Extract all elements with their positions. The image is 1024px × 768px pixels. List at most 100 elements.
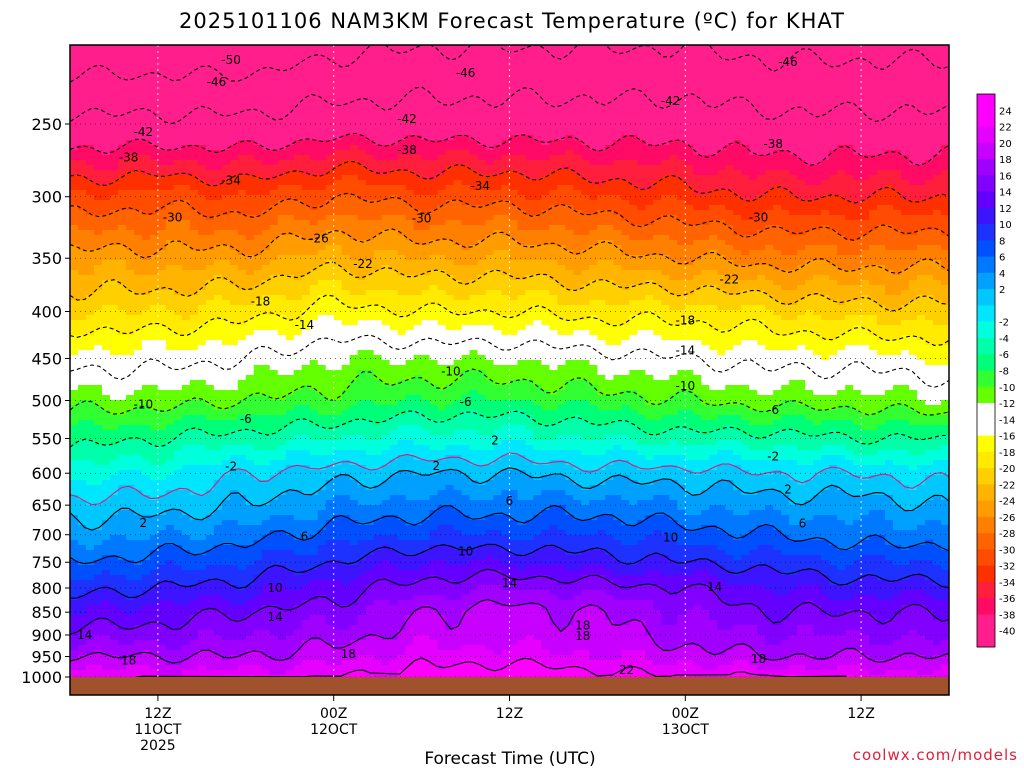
heatmap-cell bbox=[925, 195, 934, 201]
heatmap-cell bbox=[237, 110, 247, 116]
heatmap-cell bbox=[221, 50, 231, 56]
heatmap-cell bbox=[853, 60, 862, 66]
heatmap-cell bbox=[725, 55, 734, 61]
heatmap-cell bbox=[293, 65, 303, 71]
heatmap-cell bbox=[349, 200, 359, 206]
heatmap-cell bbox=[277, 165, 287, 171]
heatmap-cell bbox=[253, 205, 263, 211]
heatmap-cell bbox=[645, 140, 654, 146]
heatmap-cell bbox=[685, 195, 694, 201]
heatmap-cell bbox=[925, 125, 934, 131]
heatmap-cell bbox=[901, 140, 910, 146]
heatmap-cell bbox=[469, 125, 479, 131]
heatmap-cell bbox=[549, 100, 559, 106]
heatmap-cell bbox=[533, 165, 543, 171]
heatmap-cell bbox=[909, 125, 918, 131]
heatmap-cell bbox=[685, 105, 694, 111]
heatmap-cell bbox=[821, 205, 830, 211]
heatmap-cell bbox=[269, 45, 279, 51]
heatmap-cell bbox=[437, 205, 447, 211]
heatmap-cell bbox=[205, 225, 215, 231]
heatmap-cell bbox=[157, 100, 167, 106]
heatmap-cell bbox=[605, 150, 614, 156]
heatmap-cell bbox=[373, 195, 383, 201]
heatmap-cell bbox=[469, 65, 479, 71]
heatmap-cell bbox=[901, 55, 910, 61]
heatmap-cell bbox=[389, 210, 399, 216]
heatmap-cell bbox=[613, 75, 622, 81]
heatmap-cell bbox=[757, 245, 766, 251]
heatmap-cell bbox=[349, 170, 359, 176]
heatmap-cell bbox=[477, 125, 487, 131]
heatmap-cell bbox=[741, 155, 750, 161]
heatmap-cell bbox=[781, 55, 790, 61]
heatmap-cell bbox=[869, 70, 878, 76]
heatmap-cell bbox=[717, 70, 726, 76]
heatmap-cell bbox=[117, 190, 127, 196]
heatmap-cell bbox=[509, 95, 519, 101]
heatmap-cell bbox=[269, 90, 279, 96]
heatmap-cell bbox=[589, 255, 598, 261]
heatmap-cell bbox=[269, 195, 279, 201]
heatmap-cell bbox=[109, 170, 119, 176]
heatmap-cell bbox=[565, 65, 575, 71]
heatmap-cell bbox=[877, 130, 886, 136]
heatmap-cell bbox=[477, 160, 487, 166]
heatmap-cell bbox=[933, 100, 942, 106]
heatmap-cell bbox=[453, 175, 463, 181]
heatmap-cell bbox=[301, 190, 311, 196]
heatmap-cell bbox=[925, 75, 934, 81]
heatmap-cell bbox=[325, 110, 335, 116]
heatmap-cell bbox=[181, 265, 191, 271]
heatmap-cell bbox=[437, 150, 447, 156]
heatmap-cell bbox=[749, 95, 758, 101]
heatmap-cell bbox=[70, 80, 79, 86]
heatmap-cell bbox=[461, 160, 471, 166]
heatmap-cell bbox=[205, 180, 215, 186]
heatmap-cell bbox=[285, 235, 295, 241]
heatmap-cell bbox=[853, 155, 862, 161]
heatmap-cell bbox=[117, 140, 127, 146]
heatmap-cell bbox=[765, 200, 774, 206]
heatmap-cell bbox=[125, 60, 135, 66]
heatmap-cell bbox=[669, 255, 678, 261]
heatmap-cell bbox=[877, 190, 886, 196]
heatmap-cell bbox=[693, 195, 702, 201]
heatmap-cell bbox=[245, 125, 255, 131]
heatmap-cell bbox=[237, 225, 247, 231]
heatmap-cell bbox=[213, 120, 223, 126]
heatmap-cell bbox=[605, 250, 614, 256]
heatmap-cell bbox=[597, 220, 606, 226]
heatmap-cell bbox=[869, 50, 878, 56]
heatmap-cell bbox=[341, 210, 351, 216]
heatmap-cell bbox=[749, 210, 758, 216]
heatmap-cell bbox=[941, 160, 949, 166]
heatmap-cell bbox=[925, 85, 934, 91]
heatmap-cell bbox=[213, 255, 223, 261]
heatmap-cell bbox=[157, 110, 167, 116]
heatmap-cell bbox=[757, 135, 766, 141]
heatmap-cell bbox=[317, 210, 327, 216]
heatmap-cell bbox=[429, 200, 439, 206]
heatmap-cell bbox=[517, 90, 527, 96]
heatmap-cell bbox=[413, 195, 423, 201]
heatmap-cell bbox=[477, 145, 487, 151]
heatmap-cell bbox=[845, 45, 854, 51]
heatmap-cell bbox=[901, 195, 910, 201]
heatmap-cell bbox=[389, 265, 399, 271]
heatmap-cell bbox=[285, 240, 295, 246]
heatmap-cell bbox=[885, 245, 894, 251]
heatmap-cell bbox=[573, 180, 583, 186]
heatmap-cell bbox=[389, 95, 399, 101]
heatmap-cell bbox=[677, 145, 686, 151]
heatmap-cell bbox=[749, 135, 758, 141]
heatmap-cell bbox=[85, 160, 95, 166]
heatmap-cell bbox=[853, 145, 862, 151]
heatmap-cell bbox=[333, 70, 343, 76]
heatmap-cell bbox=[557, 85, 567, 91]
heatmap-cell bbox=[605, 175, 614, 181]
heatmap-cell bbox=[541, 200, 551, 206]
heatmap-cell bbox=[701, 110, 710, 116]
heatmap-cell bbox=[709, 190, 718, 196]
heatmap-cell bbox=[181, 225, 191, 231]
